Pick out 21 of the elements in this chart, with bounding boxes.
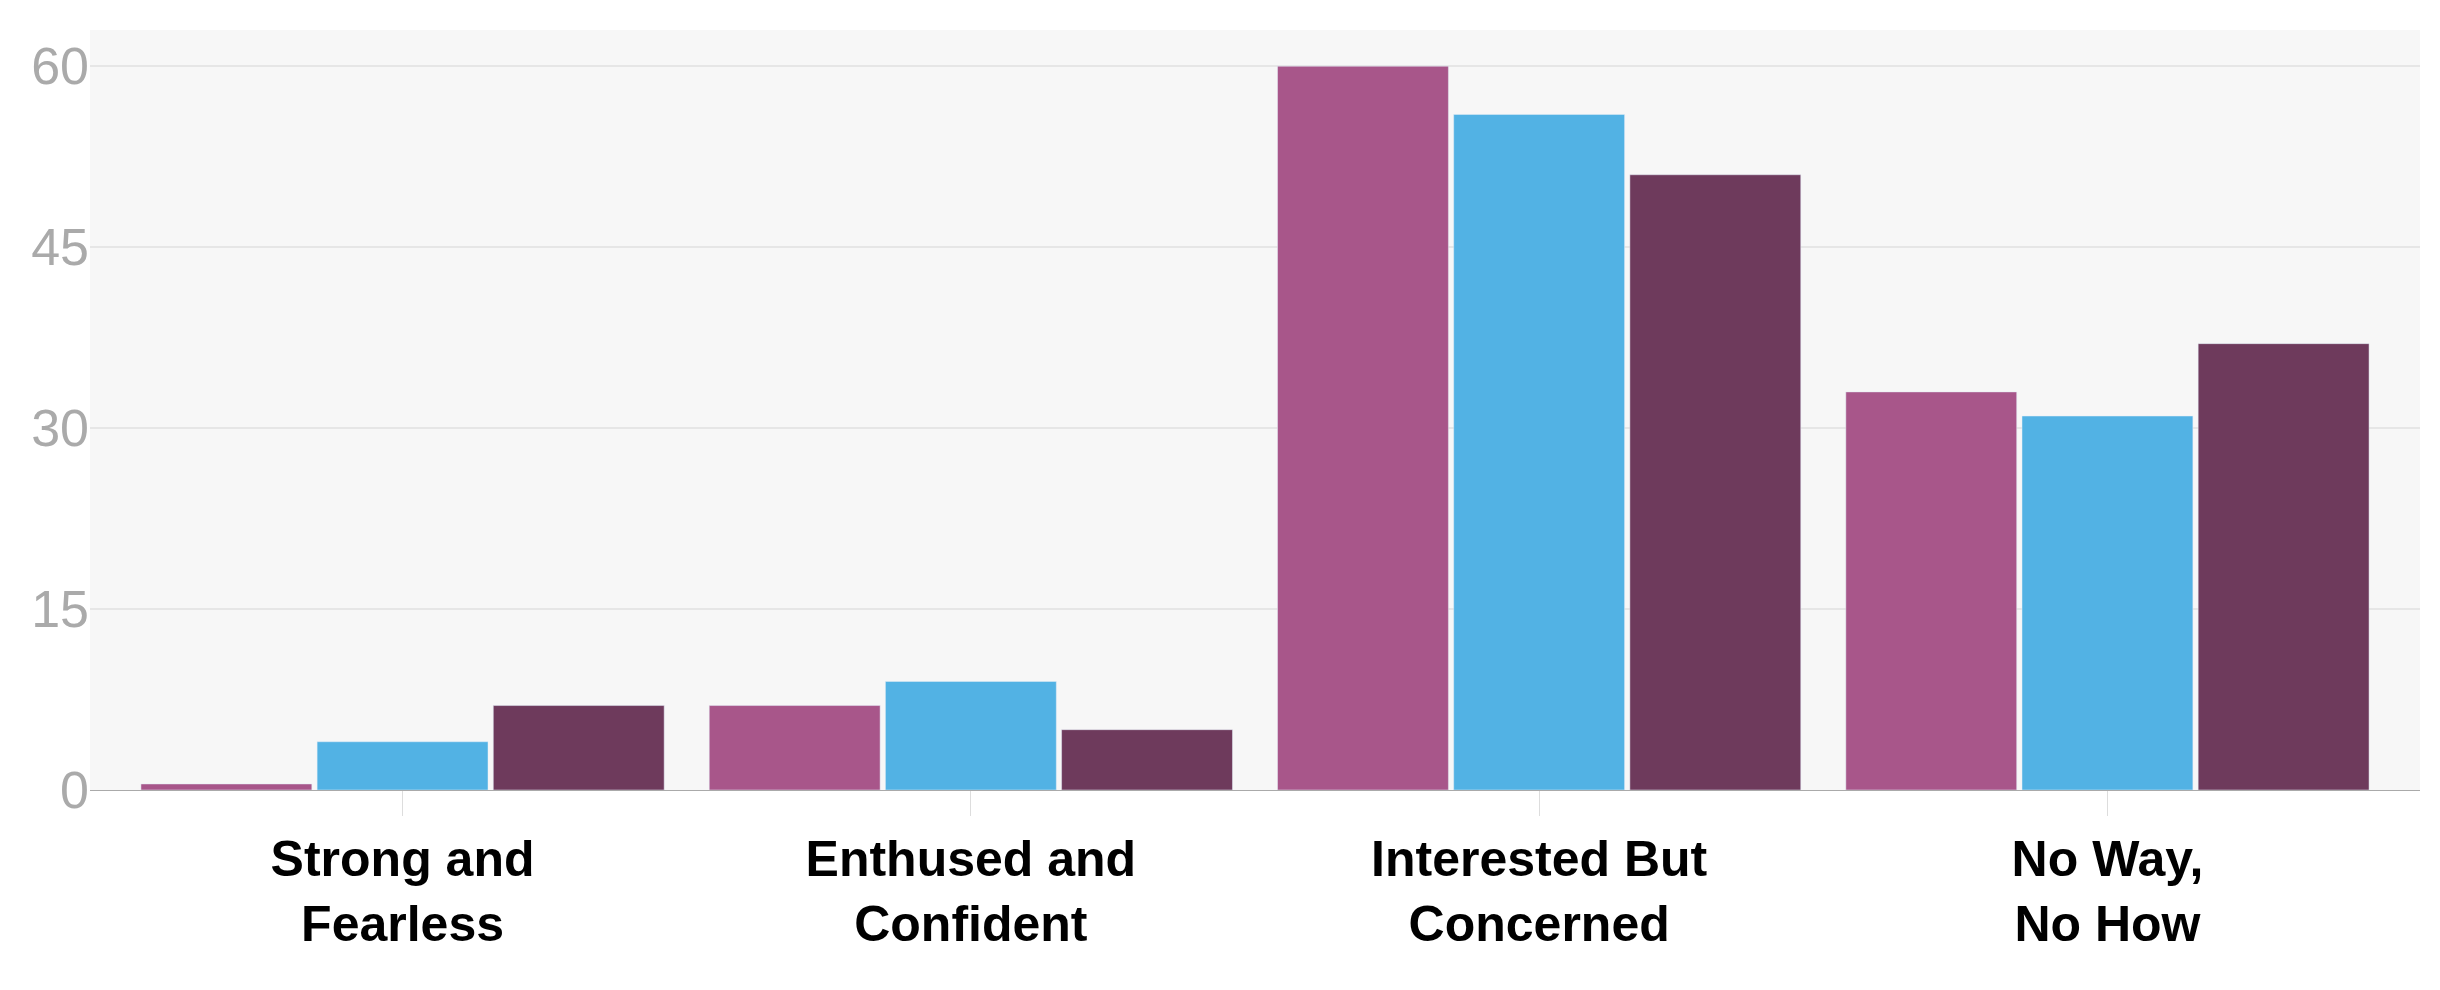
x-tick-label: Enthused and Confident [805, 831, 1137, 952]
bar [140, 783, 313, 790]
x-tick-label: Strong and Fearless [270, 831, 535, 952]
bar [2021, 415, 2194, 790]
bar [1277, 65, 1449, 790]
bar [2197, 343, 2370, 790]
bar [708, 705, 881, 790]
bar [885, 681, 1057, 790]
bar [493, 705, 665, 790]
bar [1845, 391, 2017, 790]
x-tick-label: Interested But Concerned [1371, 831, 1708, 952]
bar [1629, 174, 1802, 790]
y-tick-label: 15 [31, 580, 89, 639]
x-tick-label: No Way, No How [2011, 831, 2204, 952]
bar [1453, 114, 1625, 790]
y-tick-label: 30 [31, 399, 89, 458]
y-tick-label: 60 [31, 37, 89, 96]
y-tick-label: 0 [60, 761, 89, 820]
bar [1061, 729, 1233, 790]
y-tick-label: 45 [31, 218, 89, 277]
bar [316, 741, 489, 790]
